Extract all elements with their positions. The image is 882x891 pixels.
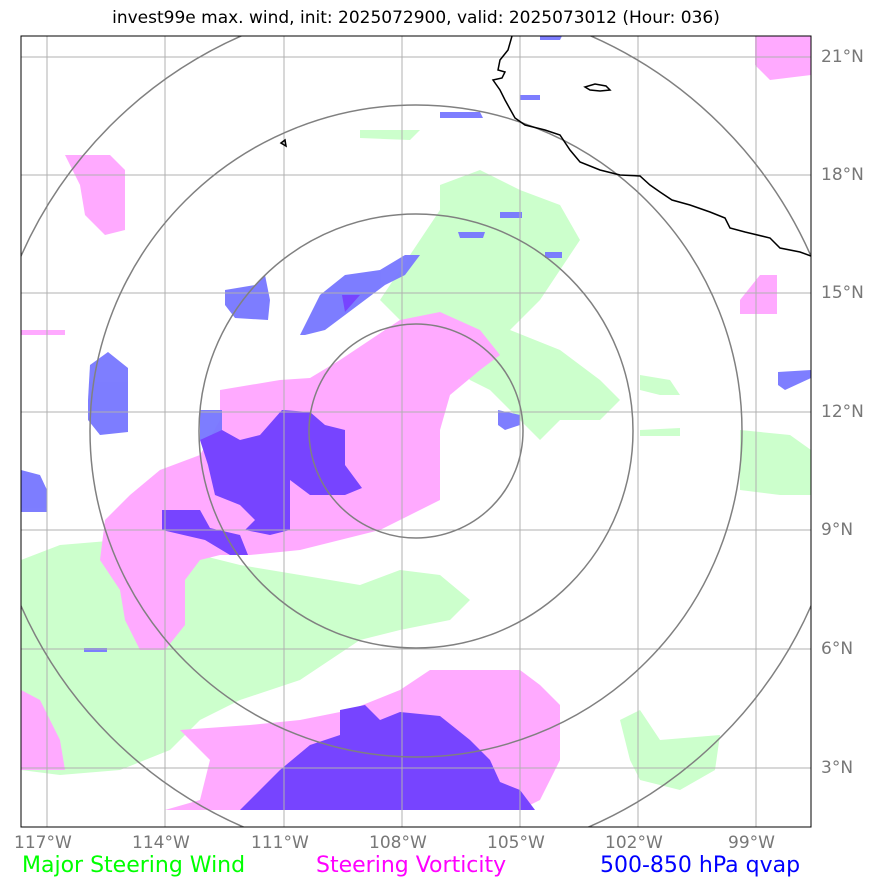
lon-label: 111°W [251,833,309,853]
lon-label: 102°W [605,833,663,853]
lon-label: 105°W [487,833,545,853]
lon-label: 117°W [14,833,72,853]
lat-label: 3°N [821,758,854,778]
lat-label: 12°N [821,402,864,422]
range-rings [21,36,811,827]
lon-label: 108°W [369,833,427,853]
legend-steering-wind: Major Steering Wind [22,853,246,878]
map-title: invest99e max. wind, init: 2025072900, v… [112,8,720,28]
lat-label: 21°N [821,47,864,67]
lat-label: 6°N [821,639,854,659]
lat-label: 15°N [821,283,864,303]
graticule [21,36,811,827]
coastline [279,36,811,257]
qvap-dark-field [162,295,535,810]
legend-qvap: 500-850 hPa qvap [600,853,801,878]
lon-label: 99°W [728,833,775,853]
map-frame [20,35,812,828]
lon-label: 114°W [132,833,190,853]
legend-steering-vorticity: Steering Vorticity [316,853,507,878]
lat-label: 9°N [821,520,854,540]
lat-label: 18°N [821,165,864,185]
